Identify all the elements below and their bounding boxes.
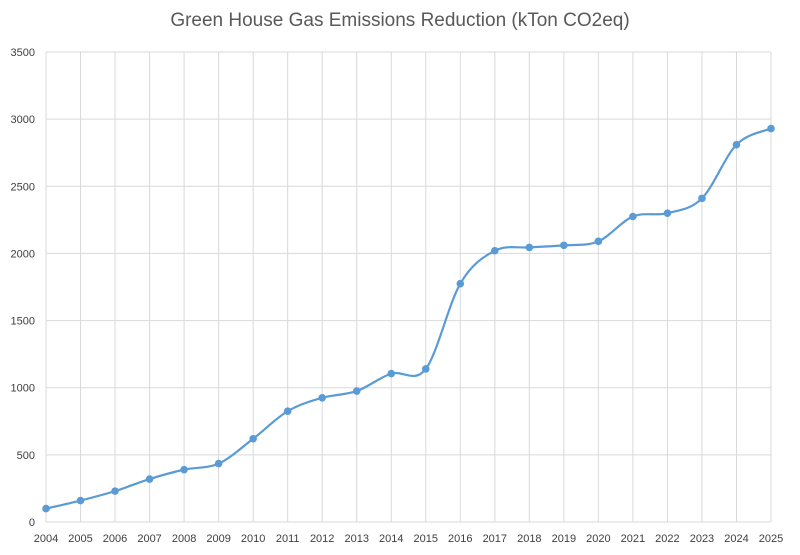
x-tick-label: 2005 bbox=[68, 533, 92, 545]
y-tick-label: 3500 bbox=[11, 47, 35, 59]
data-point bbox=[76, 496, 85, 505]
data-point bbox=[387, 369, 396, 378]
x-tick-label: 2012 bbox=[310, 533, 334, 545]
x-tick-label: 2022 bbox=[655, 533, 679, 545]
x-tick-label: 2010 bbox=[241, 533, 265, 545]
x-tick-label: 2025 bbox=[759, 533, 783, 545]
data-point bbox=[629, 212, 637, 221]
x-tick-label: 2014 bbox=[379, 533, 403, 545]
y-tick-label: 1500 bbox=[11, 316, 35, 328]
data-point bbox=[732, 140, 741, 149]
y-tick-label: 0 bbox=[29, 517, 35, 529]
point-layer bbox=[42, 124, 775, 513]
data-point bbox=[214, 459, 223, 468]
grid-layer bbox=[45, 51, 772, 523]
x-tick-label: 2017 bbox=[483, 533, 507, 545]
data-point bbox=[594, 237, 603, 246]
x-tick-label: 2013 bbox=[344, 533, 368, 545]
x-tick-label: 2024 bbox=[724, 533, 748, 545]
data-point bbox=[698, 194, 706, 203]
x-tick-label: 2011 bbox=[276, 533, 300, 545]
data-point bbox=[249, 434, 257, 443]
x-tick-label: 2009 bbox=[206, 533, 230, 545]
x-tick-label: 2018 bbox=[517, 533, 541, 545]
x-tick-label: 2007 bbox=[137, 533, 161, 545]
y-tick-label: 500 bbox=[17, 450, 35, 462]
data-point bbox=[663, 209, 672, 217]
x-tick-label: 2004 bbox=[34, 533, 58, 545]
x-tick-label: 2023 bbox=[690, 533, 714, 545]
data-point bbox=[318, 393, 326, 402]
x-tick-label: 2021 bbox=[621, 533, 645, 545]
data-point bbox=[352, 387, 361, 395]
y-tick-label: 1000 bbox=[11, 383, 35, 395]
chart-title: Green House Gas Emissions Reduction (kTo… bbox=[170, 10, 630, 31]
data-point bbox=[491, 246, 499, 255]
data-point bbox=[525, 243, 534, 252]
x-tick-label: 2019 bbox=[552, 533, 576, 545]
x-tick-label: 2020 bbox=[586, 533, 610, 545]
series-layer bbox=[45, 127, 772, 510]
data-point bbox=[456, 279, 465, 288]
y-tick-label: 3000 bbox=[11, 114, 35, 126]
y-tick-label: 2500 bbox=[11, 181, 35, 193]
x-tick-label: 2016 bbox=[448, 533, 472, 545]
data-point bbox=[283, 407, 292, 416]
data-point bbox=[560, 241, 568, 250]
y-tick-label: 2000 bbox=[11, 248, 35, 260]
data-point bbox=[421, 365, 430, 373]
data-point bbox=[42, 504, 50, 513]
data-point bbox=[111, 487, 119, 495]
data-point bbox=[767, 124, 775, 133]
x-tick-label: 2008 bbox=[172, 533, 196, 545]
x-tick-label: 2015 bbox=[414, 533, 438, 545]
series-line bbox=[45, 127, 772, 510]
x-tick-label: 2006 bbox=[103, 533, 127, 545]
data-point bbox=[180, 465, 188, 474]
data-point bbox=[145, 475, 154, 483]
axis-layer: 0 500 1000 1500 2000 2500 3000 3500 2004 2005 2006… bbox=[11, 47, 784, 545]
